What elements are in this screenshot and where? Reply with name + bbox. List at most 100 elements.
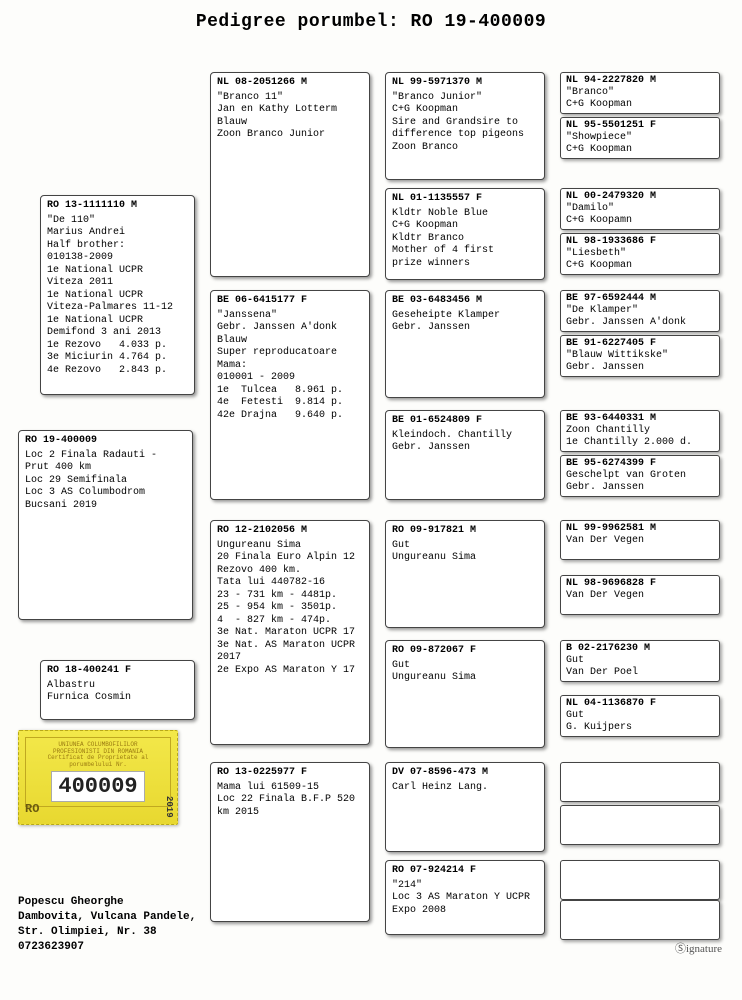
card-id: NL 08-2051266 M [217, 77, 363, 90]
card-line: Gebr. Janssen [566, 482, 714, 494]
card-id: NL 01-1135557 F [392, 193, 538, 206]
card-line: 25 - 954 km - 3501p. [217, 602, 363, 615]
gen3-card: BE 03-6483456 M Geseheipte KlamperGebr. J… [385, 290, 545, 398]
card-line: Half brother: [47, 240, 188, 253]
card-line: Viteza-Palmares 11-12 [47, 302, 188, 315]
card-body: "Janssena"Gebr. Janssen A'donkBlauwSuper… [217, 310, 363, 423]
card-body: Geseheipte KlamperGebr. Janssen [392, 310, 538, 335]
card-line: "De 110" [47, 215, 188, 228]
stamp-number: 400009 [51, 771, 144, 802]
gen4-card: BE 97-6592444 M"De Klamper"Gebr. Janssen… [560, 290, 720, 332]
card-line: Expo 2008 [392, 905, 538, 918]
card-line: "De Klamper" [566, 305, 714, 317]
card-line: prize winners [392, 258, 538, 271]
card-id: NL 98-1933686 F [566, 236, 714, 248]
card-line: C+G Koopman [392, 220, 538, 233]
owner-phone: 0723623907 [18, 940, 196, 955]
card-line: 1e Chantilly 2.000 d. [566, 437, 714, 449]
card-line: Geseheipte Klamper [392, 310, 538, 323]
card-body: "Blauw Wittikske"Gebr. Janssen [566, 350, 714, 374]
card-line: 1e Tulcea 8.961 p. [217, 385, 363, 398]
card-line: Gebr. Janssen [392, 322, 538, 335]
card-id: RO 07-924214 F [392, 865, 538, 878]
card-id: RO 19-400009 [25, 435, 186, 448]
gen1-dam-card: RO 18-400241 F AlbastruFurnica Cosmin [40, 660, 195, 720]
card-line: Kldtr Branco [392, 233, 538, 246]
gen4-card: BE 95-6274399 FGeschelpt van GrotenGebr.… [560, 455, 720, 497]
gen4-card [560, 860, 720, 900]
card-line: Loc 22 Finala B.F.P 520 [217, 794, 363, 807]
card-line: Geschelpt van Groten [566, 470, 714, 482]
card-line: Rezovo 400 km. [217, 565, 363, 578]
gen4-card: NL 94-2227820 M"Branco"C+G Koopman [560, 72, 720, 114]
gen2-card: RO 12-2102056 MUngureanu Sima20 Finala E… [210, 520, 370, 745]
card-id: RO 13-1111110 M [47, 200, 188, 213]
card-line: Kldtr Noble Blue [392, 208, 538, 221]
page-title: Pedigree porumbel: RO 19-400009 [0, 0, 742, 40]
stamp-line: Certificat de Proprietate al porumbelulu… [32, 755, 164, 768]
card-line: C+G Koopman [566, 144, 714, 156]
card-line: Zoon Branco Junior [217, 129, 363, 142]
card-body: Kldtr Noble BlueC+G KoopmanKldtr BrancoM… [392, 208, 538, 271]
gen2-card: RO 13-0225977 FMama lui 61509-15Loc 22 F… [210, 762, 370, 922]
card-id: NL 94-2227820 M [566, 75, 714, 87]
card-line: "Branco" [566, 87, 714, 99]
card-id: DV 07-8596-473 M [392, 767, 538, 780]
card-line: Van Der Vegen [566, 535, 714, 547]
card-id: NL 04-1136870 F [566, 698, 714, 710]
card-body: Kleindoch. ChantillyGebr. Janssen [392, 430, 538, 455]
card-line: G. Kuijpers [566, 722, 714, 734]
gen3-card: DV 07-8596-473 MCarl Heinz Lang. [385, 762, 545, 852]
card-id: BE 93-6440331 M [566, 413, 714, 425]
card-body: Ungureanu Sima20 Finala Euro Alpin 12Rez… [217, 540, 363, 678]
card-body: Zoon Chantilly1e Chantilly 2.000 d. [566, 425, 714, 449]
card-line: Zoon Branco [392, 142, 538, 155]
card-line: Ungureanu Sima [392, 552, 538, 565]
card-line: Viteza 2011 [47, 277, 188, 290]
owner-addr2: Str. Olimpiei, Nr. 38 [18, 925, 196, 940]
card-id: BE 03-6483456 M [392, 295, 538, 308]
card-line: Gut [566, 710, 714, 722]
card-body: "Branco Junior"C+G KoopmanSire and Grand… [392, 92, 538, 155]
card-line: Van Der Poel [566, 667, 714, 679]
gen4-card: NL 95-5501251 F"Showpiece"C+G Koopman [560, 117, 720, 159]
gen4-card: BE 91-6227405 F"Blauw Wittikske"Gebr. Ja… [560, 335, 720, 377]
card-id: RO 18-400241 F [47, 665, 188, 678]
card-line: Furnica Cosmin [47, 692, 188, 705]
card-line: Loc 3 AS Maraton Y UCPR [392, 892, 538, 905]
card-line: 4 - 827 km - 474p. [217, 615, 363, 628]
stamp-country: RO [25, 802, 39, 816]
card-id: B 02-2176230 M [566, 643, 714, 655]
card-line: Gebr. Janssen [392, 442, 538, 455]
card-id: RO 09-917821 M [392, 525, 538, 538]
card-line: "214" [392, 880, 538, 893]
card-id: NL 00-2479320 M [566, 191, 714, 203]
card-line: Gebr. Janssen A'donk [566, 317, 714, 329]
gen1-sire-card: RO 13-1111110 M "De 110"Marius AndreiHal… [40, 195, 195, 395]
card-line: 3e Nat. AS Maraton UCPR [217, 640, 363, 653]
gen4-card: NL 99-9962581 MVan Der Vegen [560, 520, 720, 560]
card-line: "Janssena" [217, 310, 363, 323]
gen3-card: NL 99-5971370 M"Branco Junior"C+G Koopma… [385, 72, 545, 180]
card-line: "Showpiece" [566, 132, 714, 144]
gen3-card: NL 01-1135557 F Kldtr Noble BlueC+G Koopm… [385, 188, 545, 280]
card-body: "Damilo"C+G Koopamn [566, 203, 714, 227]
card-line: 20 Finala Euro Alpin 12 [217, 552, 363, 565]
card-line: Loc 2 Finala Radauti - [25, 450, 186, 463]
card-line: Ungureanu Sima [217, 540, 363, 553]
card-line: Zoon Chantilly [566, 425, 714, 437]
gen4-card: NL 98-9696828 FVan Der Vegen [560, 575, 720, 615]
card-line: Blauw [217, 335, 363, 348]
gen4-card: NL 00-2479320 M"Damilo"C+G Koopamn [560, 188, 720, 230]
card-line: 3e Miciurin 4.764 p. [47, 352, 188, 365]
card-line: Mama: [217, 360, 363, 373]
card-line: 23 - 731 km - 4481p. [217, 590, 363, 603]
card-body: "De 110"Marius AndreiHalf brother:010138… [47, 215, 188, 378]
card-line: Albastru [47, 680, 188, 693]
card-line: 3e Nat. Maraton UCPR 17 [217, 627, 363, 640]
card-id: BE 01-6524809 F [392, 415, 538, 428]
card-body: "Liesbeth"C+G Koopman [566, 248, 714, 272]
gen3-card: RO 09-917821 MGutUngureanu Sima [385, 520, 545, 628]
card-line: 1e National UCPR [47, 315, 188, 328]
card-line: difference top pigeons [392, 129, 538, 142]
